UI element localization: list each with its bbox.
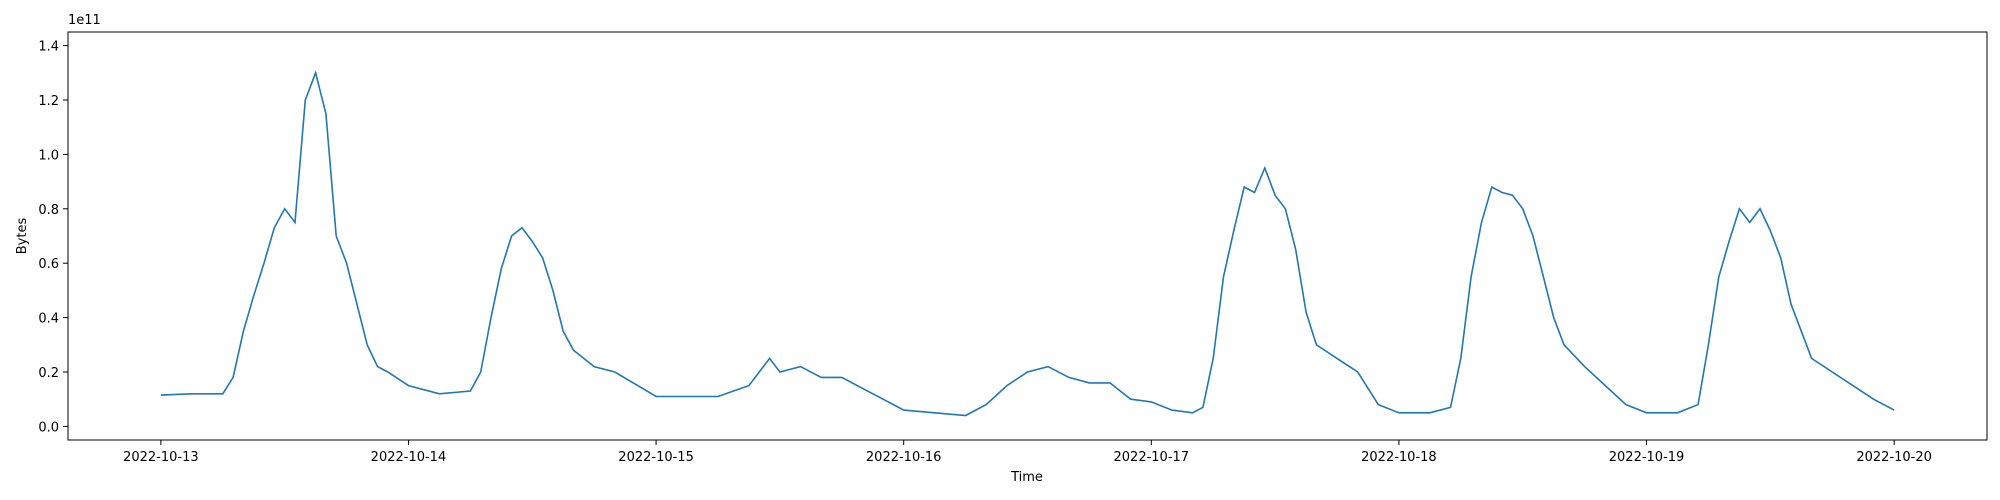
y-tick-label: 0.6	[38, 257, 59, 272]
x-axis-label: Time	[1010, 470, 1043, 485]
y-tick-label: 0.8	[38, 203, 59, 218]
y-tick-label: 0.0	[38, 420, 59, 435]
y-tick-label: 1.4	[38, 40, 59, 55]
y-axis-ticks: 0.0 0.2 0.4 0.6 0.8 1.0 1.2 1.4	[38, 40, 68, 435]
x-tick-label: 2022-10-13	[123, 450, 199, 465]
y-tick-label: 1.2	[38, 94, 59, 109]
x-tick-label: 2022-10-17	[1114, 450, 1190, 465]
y-offset-label: 1e11	[68, 13, 101, 28]
x-tick-label: 2022-10-20	[1856, 450, 1932, 465]
y-tick-label: 1.0	[38, 148, 59, 163]
y-axis-label: Bytes	[15, 218, 30, 255]
x-tick-label: 2022-10-16	[866, 450, 942, 465]
x-tick-label: 2022-10-19	[1609, 450, 1685, 465]
plot-frame	[67, 31, 1988, 441]
x-tick-label: 2022-10-18	[1361, 450, 1437, 465]
y-tick-label: 0.2	[38, 366, 59, 381]
x-tick-label: 2022-10-14	[371, 450, 447, 465]
x-tick-label: 2022-10-15	[618, 450, 694, 465]
series-line	[160, 70, 1895, 417]
x-axis-ticks: 2022-10-13 2022-10-14 2022-10-15 2022-10-16…	[123, 440, 1932, 465]
y-tick-label: 0.4	[38, 312, 59, 327]
